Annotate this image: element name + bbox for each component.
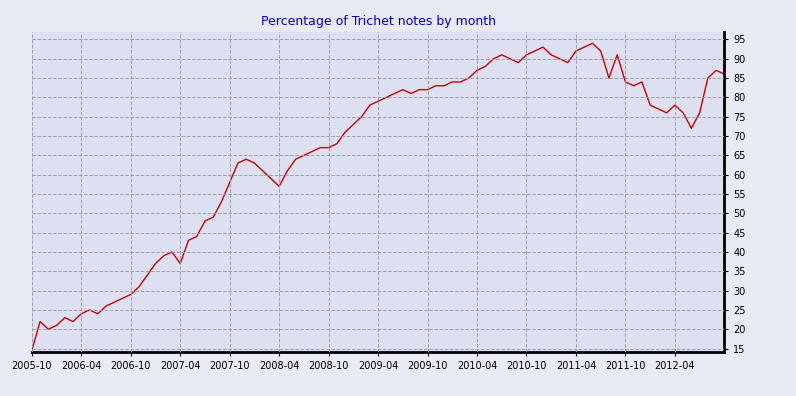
- Title: Percentage of Trichet notes by month: Percentage of Trichet notes by month: [260, 15, 496, 28]
